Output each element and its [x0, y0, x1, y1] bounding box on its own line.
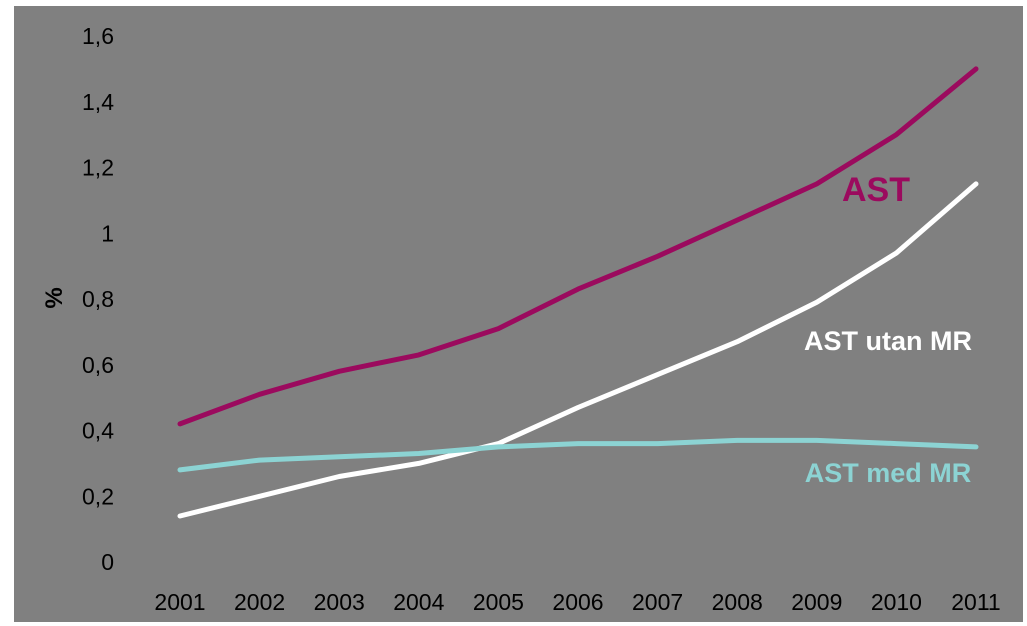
y-tick-label: 1 [101, 220, 114, 246]
y-axis-title: % [41, 287, 68, 308]
y-tick-label: 0 [101, 549, 114, 575]
y-tick-label: 0,4 [82, 418, 114, 444]
series-lines [177, 66, 979, 519]
x-tick-label: 2009 [791, 589, 842, 615]
x-axis-tick-labels: 2001 2002 2003 2004 2005 2006 2007 2008 2009 2010… [154, 589, 1000, 615]
plot-background [14, 6, 1023, 622]
series-label-ast-utan-mr: AST utan MR [804, 326, 972, 356]
x-tick-label: 2003 [314, 589, 365, 615]
x-tick-label: 2004 [393, 589, 444, 615]
y-tick-label: 0,2 [82, 483, 114, 509]
x-tick-label: 2002 [234, 589, 285, 615]
y-tick-label: 1,4 [82, 89, 114, 115]
series-line-ast-med-mr [177, 437, 979, 473]
y-tick-label: 1,2 [82, 155, 114, 181]
x-tick-label: 2011 [951, 589, 1000, 615]
series-label-ast: AST [842, 171, 910, 209]
x-tick-label: 2007 [632, 589, 683, 615]
x-tick-label: 2008 [712, 589, 763, 615]
x-tick-label: 2005 [473, 589, 524, 615]
series-labels: AST AST utan MR AST med MR [804, 171, 972, 488]
series-label-ast-med-mr: AST med MR [805, 458, 972, 488]
x-tick-label: 2006 [552, 589, 603, 615]
y-axis-tick-labels: 0 0,2 0,4 0,6 0,8 1 1,2 1,4 1,6 [82, 23, 114, 575]
series-line-ast-utan-mr [177, 181, 979, 519]
y-tick-label: 0,6 [82, 352, 114, 378]
x-tick-label: 2010 [871, 589, 922, 615]
x-tick-label: 2001 [154, 589, 205, 615]
y-tick-label: 1,6 [82, 23, 114, 49]
y-tick-label: 0,8 [82, 286, 114, 312]
series-line-ast [177, 66, 979, 427]
